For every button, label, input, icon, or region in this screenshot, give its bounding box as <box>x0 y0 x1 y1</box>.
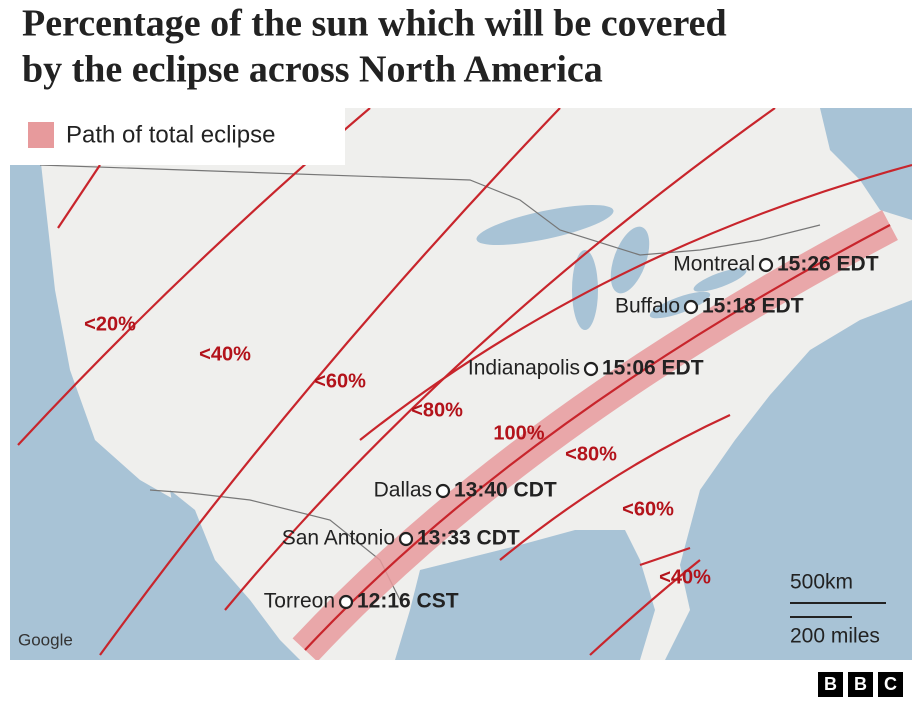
scale-miles: 200 miles <box>790 625 880 648</box>
city-name: Montreal <box>673 253 755 276</box>
logo-box <box>878 672 903 697</box>
map-area <box>10 108 912 660</box>
city-marker <box>435 483 451 499</box>
city-name: Buffalo <box>615 295 680 318</box>
logo-letter: B <box>824 674 837 694</box>
city-time: 15:06 EDT <box>602 357 704 380</box>
city-marker <box>338 594 354 610</box>
zone-label: <80% <box>565 443 617 465</box>
city-marker <box>683 299 699 315</box>
zone-label: <20% <box>84 313 136 335</box>
city-marker <box>398 531 414 547</box>
zone-label: 100% <box>493 422 544 444</box>
city-time: 15:18 EDT <box>702 295 804 318</box>
legend-label: Path of total eclipse <box>66 121 275 148</box>
zone-label: <80% <box>411 399 463 421</box>
city-marker <box>758 257 774 273</box>
city-time: 15:26 EDT <box>777 253 879 276</box>
logo-letter: C <box>884 674 897 694</box>
city-name: Torreon <box>264 590 335 613</box>
city-time: 12:16 CST <box>357 590 459 613</box>
attribution: Google <box>18 630 73 649</box>
city-marker <box>583 361 599 377</box>
zone-label: <60% <box>622 498 674 520</box>
title-line: by the eclipse across North America <box>22 49 603 91</box>
city-name: Dallas <box>374 479 432 502</box>
zone-label: <60% <box>314 370 366 392</box>
city-time: 13:40 CDT <box>454 479 557 502</box>
logo-box <box>818 672 843 697</box>
city-name: San Antonio <box>282 527 395 550</box>
title-line: Percentage of the sun which will be cove… <box>22 3 727 45</box>
legend-swatch <box>28 122 54 148</box>
city-time: 13:33 CDT <box>417 527 520 550</box>
zone-label: <40% <box>659 566 711 588</box>
logo-letter: B <box>854 674 867 694</box>
city-name: Indianapolis <box>468 357 580 380</box>
water <box>10 108 912 660</box>
zone-label: <40% <box>199 343 251 365</box>
legend-box <box>10 108 345 165</box>
scale-km: 500km <box>790 571 853 594</box>
logo-box <box>848 672 873 697</box>
